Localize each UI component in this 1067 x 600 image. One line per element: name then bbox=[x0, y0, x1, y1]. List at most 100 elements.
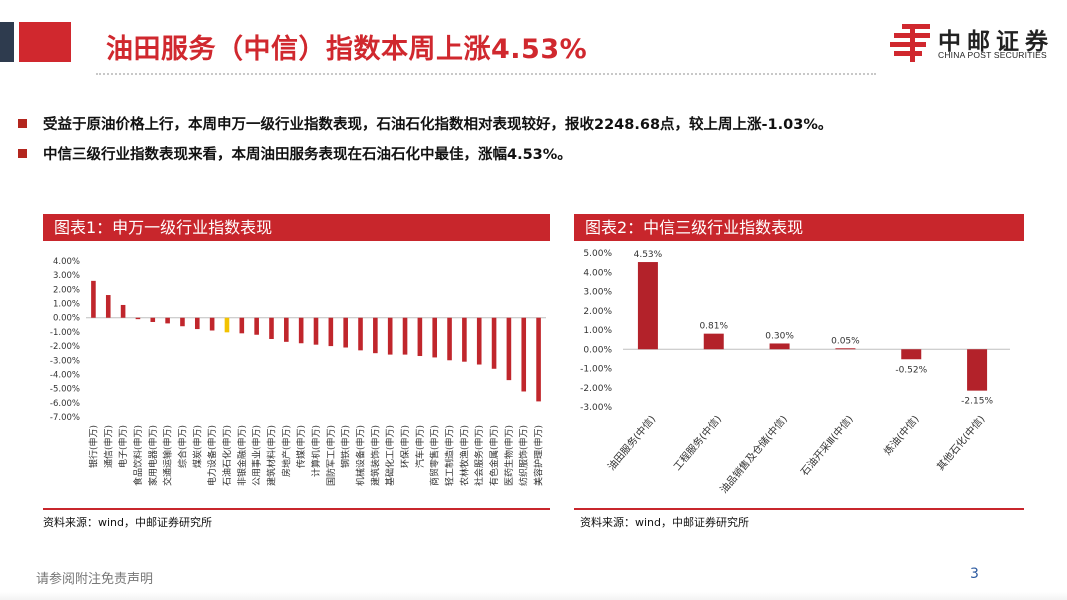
chart1-svg: 4.00% 3.00% 2.00% 1.00% 0.00% -1.00% -2.00% -3.… bbox=[50, 257, 546, 486]
chart1-bar bbox=[373, 317, 378, 354]
chart1-bar bbox=[180, 317, 185, 327]
logo-text-cn: 中邮证券 bbox=[938, 29, 1054, 55]
chart1-category-label: 环保(申万) bbox=[399, 425, 411, 468]
chart1-category-label: 传媒(申万) bbox=[295, 425, 307, 468]
chart1-category-label: 基础化工(申万) bbox=[384, 425, 396, 486]
chart1-category-label: 煤炭(申万) bbox=[191, 425, 203, 468]
title-divider bbox=[96, 73, 876, 75]
chart1-bar bbox=[506, 317, 512, 381]
chart1-category-label: 综合(申万) bbox=[176, 425, 188, 468]
chart1-bar bbox=[105, 295, 111, 318]
chart1-bar bbox=[150, 317, 156, 322]
chart1-bar bbox=[358, 317, 363, 351]
chart2-data-label: 0.30% bbox=[765, 331, 794, 341]
chart2-category-label: 油品销售及仓储(中信) bbox=[717, 413, 790, 496]
chart1-bar bbox=[165, 317, 170, 324]
chart1-bar bbox=[209, 317, 215, 331]
bullet-item: 受益于原油价格上行，本周申万一级行业指数表现，石油石化指数相对表现较好，报收22… bbox=[18, 108, 832, 138]
chart2-category-label: 石油开采Ⅲ(中信) bbox=[798, 413, 856, 479]
chart2-ytick-label: 3.00% bbox=[583, 288, 612, 298]
chart1-category-label: 建筑装饰(申万) bbox=[369, 425, 381, 486]
chart1-category-label: 交通运输(申万) bbox=[162, 425, 174, 486]
chart1-ytick-label: 0.00% bbox=[53, 314, 80, 324]
page-number: 3 bbox=[970, 566, 979, 582]
chart1-category-label: 公用事业(申万) bbox=[251, 425, 263, 486]
chart1-ytick-label: -2.00% bbox=[50, 342, 80, 352]
chart1-category-label: 计算机(申万) bbox=[310, 425, 322, 477]
chart1-bar bbox=[343, 317, 348, 348]
chart1-bar bbox=[417, 317, 423, 357]
chart1-bar bbox=[239, 317, 245, 334]
chart2-bar bbox=[703, 333, 724, 350]
chart1-category-label: 轻工制造(申万) bbox=[444, 425, 456, 486]
chart2-bar bbox=[901, 349, 922, 360]
chart2-category-label: 工程服务(中信) bbox=[671, 413, 725, 473]
chart1-ytick-label: -5.00% bbox=[50, 385, 80, 395]
chart1-category-label: 家用电器(申万) bbox=[147, 425, 159, 486]
chart1-bar bbox=[269, 317, 274, 339]
chart1-bar bbox=[328, 317, 334, 347]
chart1-bar bbox=[284, 317, 289, 342]
chart2-category-label: 油田服务(中信) bbox=[605, 413, 659, 473]
chart1-bar bbox=[536, 317, 541, 402]
chart1-category-label: 农林牧渔(申万) bbox=[458, 425, 470, 486]
chart2-source: 资料来源：wind，中邮证券研究所 bbox=[580, 516, 750, 529]
chart1-category-label: 有色金属(申万) bbox=[488, 425, 500, 486]
chart1-category-label: 银行(申万) bbox=[87, 425, 99, 468]
chart1-ytick-label: -3.00% bbox=[50, 356, 80, 366]
disclaimer-note: 请参阅附注免责声明 bbox=[36, 572, 154, 587]
chart1-category-label: 纺织服饰(申万) bbox=[518, 425, 530, 486]
chart1-ytick-label: 4.00% bbox=[53, 257, 80, 267]
chart2-ytick-label: 4.00% bbox=[583, 268, 612, 278]
chart2-category-label: 炼油(中信) bbox=[881, 413, 922, 458]
chart2-ytick-label: 2.00% bbox=[583, 307, 612, 317]
chart2-data-label: -2.15% bbox=[961, 397, 993, 407]
chart1-bar bbox=[491, 317, 497, 369]
chart2-ytick-label: -2.00% bbox=[580, 384, 612, 394]
company-logo: 中邮证券 CHINA POST SECURITIES bbox=[890, 22, 1060, 62]
chart1-category-label: 医药生物(申万) bbox=[503, 425, 515, 486]
chart1-category-label: 房地产(申万) bbox=[280, 425, 292, 477]
chart2-category-label: 其他石化(中信) bbox=[934, 413, 988, 473]
chart1-category-label: 机械设备(申万) bbox=[355, 425, 367, 486]
chart2-bar bbox=[637, 262, 658, 350]
chart2-ytick-label: -1.00% bbox=[580, 365, 612, 375]
chart1-bar bbox=[135, 317, 141, 320]
chart1-category-label: 国防军工(申万) bbox=[325, 425, 337, 486]
chart1-ytick-label: 2.00% bbox=[53, 285, 80, 295]
summary-bullets: 受益于原油价格上行，本周申万一级行业指数表现，石油石化指数相对表现较好，报收22… bbox=[18, 108, 832, 168]
chart1-category-label: 建筑材料(申万) bbox=[265, 425, 277, 486]
bullet-text: 中信三级行业指数表现来看，本周油田服务表现在石油石化中最佳，涨幅4.53%。 bbox=[43, 146, 572, 163]
chart1-category-label: 非银金融(申万) bbox=[236, 425, 248, 486]
chart2-data-label: -0.52% bbox=[895, 365, 927, 375]
chart1-bar bbox=[387, 317, 393, 355]
chart1-ytick-label: -4.00% bbox=[50, 370, 80, 380]
chart1-ytick-label: -7.00% bbox=[50, 413, 80, 423]
chart2-ytick-label: -3.00% bbox=[580, 403, 612, 413]
header-accent-red bbox=[19, 22, 71, 62]
bullet-square-icon bbox=[18, 118, 27, 128]
chart1-ytick-label: 1.00% bbox=[53, 300, 80, 310]
chart1-category-label: 食品饮料(申万) bbox=[132, 425, 144, 486]
chart1-category-label: 社会服务(申万) bbox=[473, 425, 485, 486]
chart2-svg: 5.00% 4.00% 3.00% 2.00% 1.00% 0.00% -1.00% -2.0… bbox=[580, 249, 1010, 496]
footer-band bbox=[0, 592, 1067, 600]
chart1-category-label: 通信(申万) bbox=[102, 425, 114, 468]
chart1-ytick-label: -1.00% bbox=[50, 328, 80, 338]
chart1-bar bbox=[120, 304, 126, 318]
chart1-bar bbox=[224, 317, 230, 333]
chart1-bar bbox=[402, 317, 408, 355]
china-post-emblem-icon bbox=[890, 24, 930, 62]
chart1-source: 资料来源：wind，中邮证券研究所 bbox=[43, 516, 213, 529]
chart1-bar bbox=[447, 317, 452, 361]
chart2-heading: 图表2：中信三级行业指数表现 bbox=[574, 214, 1024, 241]
chart2-bar bbox=[967, 349, 988, 391]
chart2-data-label: 4.53% bbox=[634, 250, 663, 260]
chart1-bar bbox=[476, 317, 482, 365]
chart1-category-label: 钢铁(申万) bbox=[340, 425, 352, 468]
chart1-bottom-rule bbox=[43, 508, 550, 510]
chart1-bar bbox=[91, 280, 96, 318]
chart1-ytick-label: -6.00% bbox=[50, 399, 80, 409]
chart1-ytick-label: 3.00% bbox=[53, 271, 80, 281]
chart2-ytick-label: 1.00% bbox=[583, 326, 612, 336]
